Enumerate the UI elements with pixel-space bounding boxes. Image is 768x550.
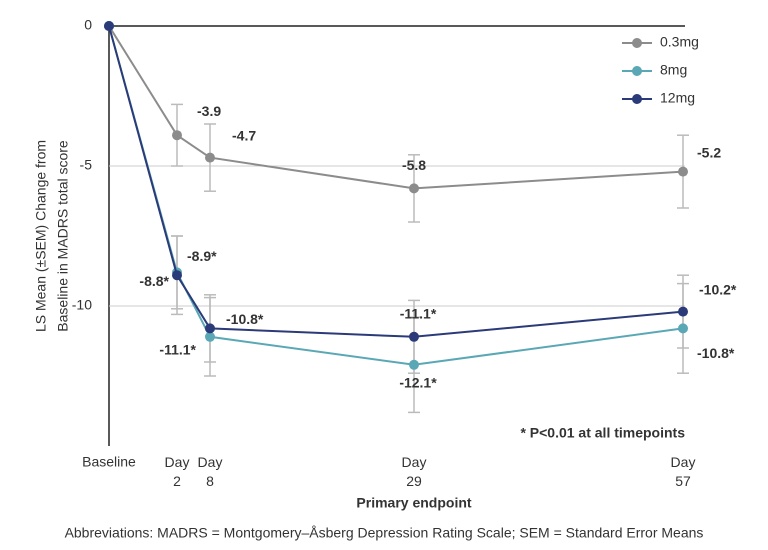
legend-marker [632, 38, 642, 48]
series-line [108, 25, 684, 190]
data-point [172, 130, 182, 141]
value-label: -11.1* [400, 306, 437, 322]
value-label: -4.7 [232, 127, 256, 143]
annotation: * P<0.01 at all timepoints [520, 425, 685, 441]
x-tick-label: Day 8 [198, 454, 223, 489]
data-point [409, 183, 419, 194]
data-point [678, 323, 688, 334]
data-point [205, 323, 215, 334]
x-tick-label-line: Day [198, 454, 223, 470]
footnote: Abbreviations: MADRS = Montgomery–Åsberg… [65, 525, 704, 541]
data-point [678, 306, 688, 317]
x-tick-label-line: 8 [206, 473, 214, 489]
value-label: -10.2* [699, 281, 737, 297]
y-tick-label: 0 [84, 17, 92, 33]
value-label: -10.8* [226, 311, 264, 327]
value-label: -12.1* [399, 375, 437, 391]
data-point [409, 359, 419, 370]
value-label: -3.9 [197, 103, 221, 119]
y-axis-label: LS Mean (±SEM) Change from [33, 140, 49, 332]
y-axis-label: Baseline in MADRS total score [55, 140, 71, 332]
value-label: -8.8* [139, 273, 169, 289]
legend-label: 8mg [660, 62, 687, 78]
value-label: -11.1* [159, 342, 196, 358]
legend-label: 12mg [660, 90, 695, 106]
x-tick-label: Day 57 [671, 454, 696, 489]
series-line [108, 25, 684, 338]
data-point [678, 166, 688, 177]
x-axis-label: Primary endpoint [356, 495, 471, 511]
series-line [108, 25, 684, 366]
x-tick-label: Day 29 [402, 454, 427, 489]
x-tick-label-line: Day [165, 454, 190, 470]
value-label: -5.8 [402, 157, 426, 173]
x-tick-label-line: 2 [173, 473, 181, 489]
y-tick-label: -5 [80, 157, 93, 173]
value-label: -5.2 [697, 144, 721, 160]
value-label: -8.9* [187, 248, 217, 264]
y-tick-label: -10 [72, 297, 92, 313]
legend-label: 0.3mg [660, 34, 699, 50]
data-point [104, 21, 114, 31]
x-tick-label-line: Day [402, 454, 427, 470]
legend-marker [632, 94, 642, 104]
x-tick-label-line: 57 [675, 473, 691, 489]
data-point [409, 331, 419, 342]
x-tick-label-line: 29 [406, 473, 422, 489]
data-point [172, 270, 182, 281]
legend-marker [632, 66, 642, 76]
x-tick-label-line: Day [671, 454, 696, 470]
data-point [205, 331, 215, 342]
x-tick-label: Day 2 [165, 454, 190, 489]
data-point [205, 152, 215, 163]
x-tick-label: Baseline [82, 454, 136, 470]
value-label: -10.8* [697, 345, 735, 361]
